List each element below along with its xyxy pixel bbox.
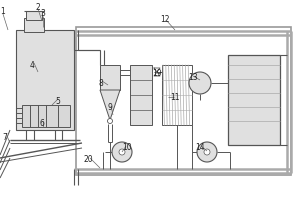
Bar	[76, 27, 291, 175]
Bar	[24, 18, 44, 32]
Text: 14: 14	[195, 144, 205, 152]
Bar	[130, 65, 152, 125]
Bar	[100, 65, 120, 90]
Text: 13: 13	[188, 73, 198, 82]
Text: 19: 19	[152, 68, 162, 77]
Circle shape	[112, 142, 132, 162]
Text: 20: 20	[83, 156, 93, 164]
Bar	[22, 105, 70, 127]
Circle shape	[197, 142, 217, 162]
Text: 11: 11	[170, 94, 180, 102]
Bar	[26, 11, 42, 20]
Bar	[228, 55, 280, 145]
Text: 6: 6	[40, 118, 44, 128]
Text: 8: 8	[99, 78, 103, 88]
Text: 7: 7	[3, 134, 8, 142]
Polygon shape	[100, 90, 120, 120]
Circle shape	[204, 149, 210, 155]
Circle shape	[189, 72, 211, 94]
Text: 3: 3	[40, 9, 45, 19]
Text: 4: 4	[30, 60, 34, 70]
Bar	[162, 65, 192, 125]
Text: 2: 2	[36, 2, 40, 11]
Bar	[16, 30, 74, 130]
Text: 9: 9	[108, 104, 112, 112]
Circle shape	[119, 149, 125, 155]
Text: 1: 1	[1, 7, 5, 17]
Text: 5: 5	[56, 98, 60, 106]
Circle shape	[107, 118, 112, 123]
Text: 10: 10	[122, 144, 132, 152]
Text: 12: 12	[160, 16, 170, 24]
